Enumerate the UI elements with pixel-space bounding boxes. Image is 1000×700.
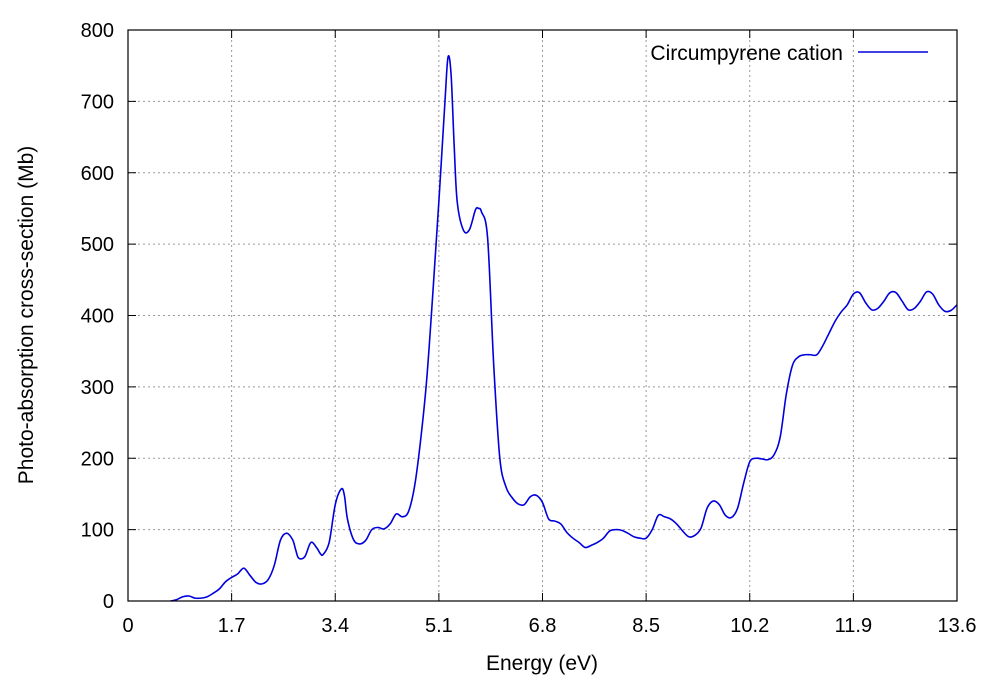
x-axis-title: Energy (eV) [486, 652, 598, 675]
legend: Circumpyrene cation [650, 42, 928, 65]
grid [128, 30, 957, 601]
y-tick-label: 200 [81, 448, 114, 470]
series-line [170, 55, 958, 602]
x-tick-label: 8.5 [632, 615, 660, 637]
y-tick-label: 300 [81, 377, 114, 399]
x-tick-label: 1.7 [218, 615, 246, 637]
y-tick-labels: 0 100 200 300 400 500 600 700 800 [81, 20, 114, 613]
y-tick-label: 700 [81, 91, 114, 113]
x-tick-label: 13.6 [938, 615, 977, 637]
x-tick-label: 6.8 [529, 615, 557, 637]
series-layer [170, 55, 958, 602]
x-tick-labels: 0 1.7 3.4 5.1 6.8 8.5 10.2 11.9 13.6 [122, 615, 976, 637]
legend-label: Circumpyrene cation [650, 42, 843, 65]
y-tick-label: 100 [81, 520, 114, 542]
x-tick-label: 0 [122, 615, 133, 637]
x-tick-label: 5.1 [425, 615, 453, 637]
y-tick-label: 600 [81, 163, 114, 185]
y-axis-title: Photo-absorption cross-section (Mb) [15, 146, 38, 484]
x-tick-label: 10.2 [730, 615, 769, 637]
y-tick-label: 0 [103, 591, 114, 613]
x-tick-label: 11.9 [835, 615, 872, 637]
y-tick-label: 400 [81, 306, 114, 328]
y-tick-label: 800 [81, 20, 114, 42]
plot-frame [127, 29, 958, 602]
x-tick-label: 3.4 [321, 615, 349, 637]
y-tick-label: 500 [81, 234, 114, 256]
